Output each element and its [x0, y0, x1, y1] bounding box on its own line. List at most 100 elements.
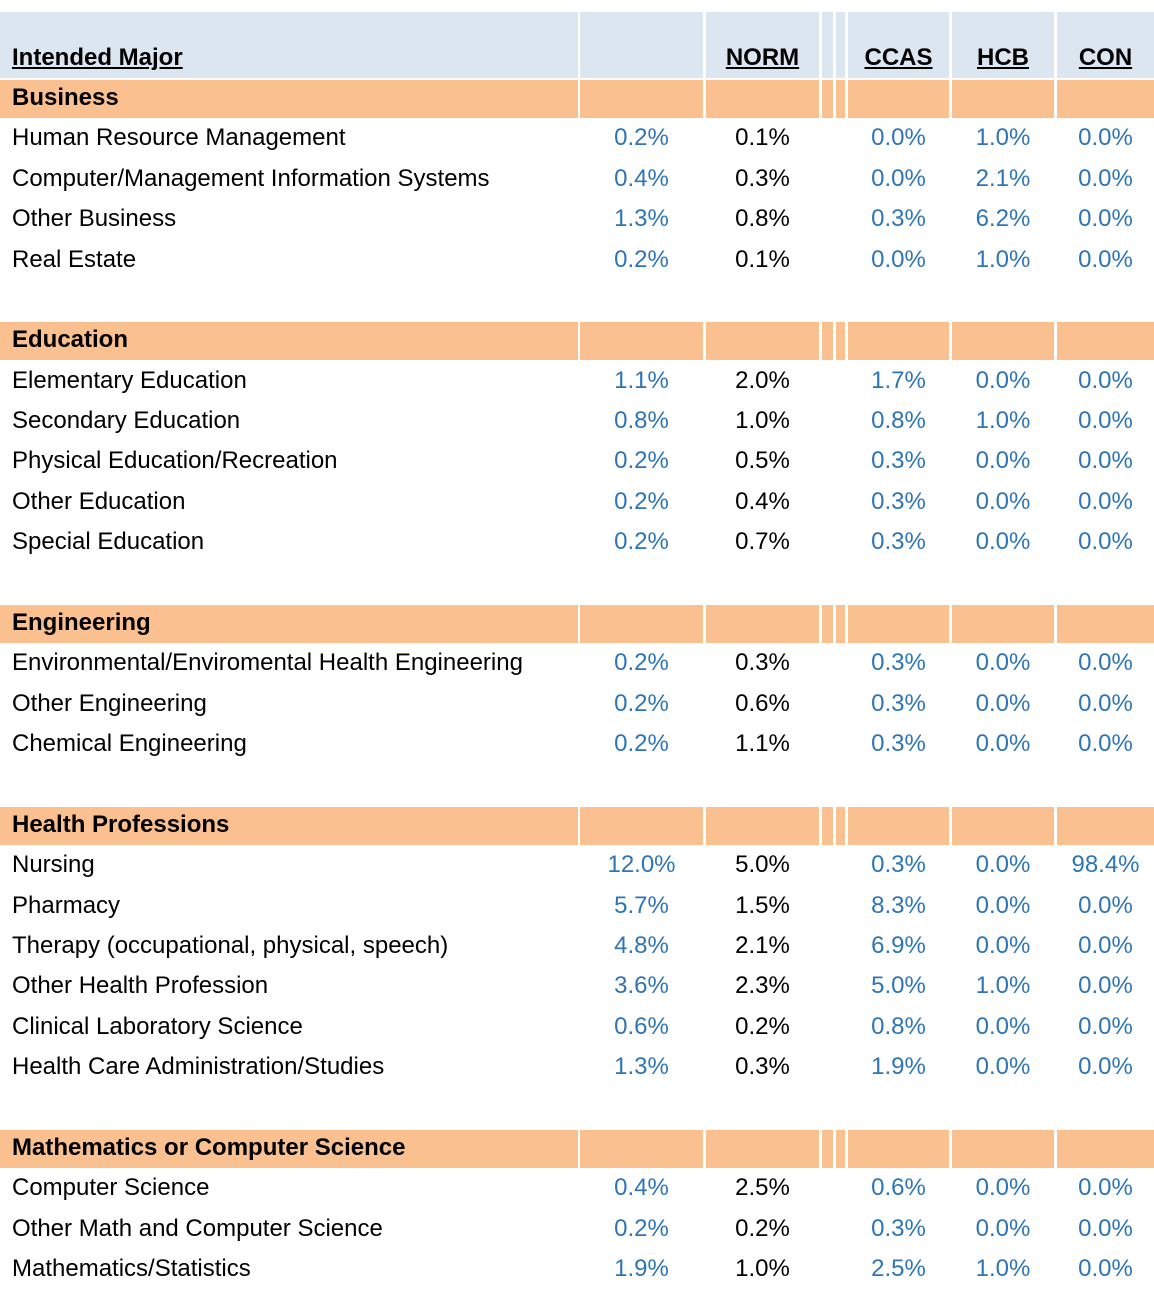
major-label: Real Estate: [12, 245, 137, 273]
value: 0.5%: [735, 447, 790, 475]
value: 0.2%: [614, 528, 669, 556]
value: 0.3%: [871, 447, 926, 475]
value: 0.6%: [614, 1012, 669, 1040]
major-label: Other Engineering: [12, 689, 207, 717]
value: 0.4%: [735, 487, 790, 515]
value: 0.0%: [975, 1012, 1031, 1040]
column-header: NORM: [725, 44, 800, 71]
value: 2.0%: [735, 366, 790, 394]
value: 2.3%: [735, 972, 790, 1000]
value: 0.8%: [871, 407, 926, 435]
value: 0.0%: [1078, 1214, 1133, 1242]
cell-bg: [580, 80, 703, 118]
value: 0.3%: [871, 487, 926, 515]
major-label: Health Care Administration/Studies: [12, 1053, 385, 1081]
major-label: Computer Science: [12, 1174, 210, 1202]
value: 0.0%: [975, 649, 1031, 677]
value: 0.0%: [1078, 205, 1133, 233]
cell-bg: [0, 806, 578, 845]
value: 0.0%: [1078, 891, 1133, 919]
column-header: HCB: [977, 44, 1029, 71]
cell-bg: [0, 604, 578, 643]
cell-bg: [706, 322, 819, 361]
value: 0.0%: [975, 851, 1031, 879]
value: 0.8%: [614, 407, 669, 435]
value: 5.7%: [614, 891, 669, 919]
major-label: Mathematics/Statistics: [12, 1255, 251, 1283]
value: 1.0%: [975, 407, 1031, 435]
value: 0.3%: [871, 649, 926, 677]
value: 0.0%: [871, 164, 926, 192]
cell-bg: [822, 80, 833, 118]
value: 0.0%: [975, 487, 1031, 515]
cell-bg: [706, 12, 819, 78]
value: 0.0%: [975, 931, 1031, 959]
value: 0.7%: [735, 528, 790, 556]
cell-bg: [848, 604, 949, 643]
cell-bg: [822, 322, 833, 361]
value: 0.3%: [735, 1053, 790, 1081]
cell-bg: [0, 12, 578, 78]
cell-bg: [1057, 1129, 1154, 1168]
cell-bg: [836, 322, 845, 361]
cell-bg: [822, 806, 833, 845]
cell-bg: [952, 604, 1054, 643]
major-label: Chemical Engineering: [12, 730, 247, 758]
value: 0.2%: [614, 487, 669, 515]
cell-bg: [1057, 80, 1154, 118]
major-label: Elementary Education: [12, 366, 247, 394]
cell-bg: [706, 80, 819, 118]
value: 0.0%: [1078, 124, 1133, 152]
major-label: Clinical Laboratory Science: [12, 1012, 303, 1040]
value: 0.0%: [975, 891, 1031, 919]
value: 0.6%: [871, 1174, 926, 1202]
value: 0.2%: [614, 124, 669, 152]
value: 0.3%: [735, 164, 790, 192]
value: 0.3%: [871, 730, 926, 758]
value: 0.3%: [871, 528, 926, 556]
cell-bg: [580, 1129, 703, 1168]
value: 0.0%: [1078, 1255, 1133, 1283]
value: 2.5%: [871, 1255, 926, 1283]
major-label: Nursing: [12, 851, 95, 879]
value: 0.0%: [1078, 447, 1133, 475]
cell-bg: [952, 322, 1054, 361]
column-header: CON: [1078, 44, 1133, 71]
value: 0.0%: [1078, 931, 1133, 959]
value: 0.2%: [614, 245, 669, 273]
value: 1.0%: [975, 245, 1031, 273]
cell-bg: [1057, 806, 1154, 845]
cell-bg: [580, 806, 703, 845]
value: 1.0%: [975, 1255, 1031, 1283]
major-label: Other Math and Computer Science: [12, 1214, 383, 1242]
cell-bg: [1057, 12, 1154, 78]
value: 1.3%: [614, 205, 669, 233]
value: 6.9%: [871, 931, 926, 959]
cell-bg: [952, 1129, 1054, 1168]
header-label: Intended Major: [12, 44, 183, 71]
value: 0.0%: [975, 1174, 1031, 1202]
value: 2.5%: [735, 1174, 790, 1202]
major-label: Secondary Education: [12, 407, 241, 435]
value: 0.0%: [1078, 1012, 1133, 1040]
value: 1.5%: [735, 891, 790, 919]
value: 4.8%: [614, 931, 669, 959]
major-label: Environmental/Enviromental Health Engine…: [12, 649, 523, 677]
cell-bg: [822, 604, 833, 643]
value: 0.0%: [1078, 1174, 1133, 1202]
cell-bg: [848, 1129, 949, 1168]
value: 1.0%: [735, 407, 790, 435]
section-title: Business: [12, 84, 119, 111]
value: 0.3%: [871, 1214, 926, 1242]
value: 0.0%: [975, 366, 1031, 394]
value: 1.7%: [871, 366, 926, 394]
value: 0.8%: [735, 205, 790, 233]
value: 8.3%: [871, 891, 926, 919]
value: 0.2%: [614, 649, 669, 677]
cell-bg: [836, 1129, 845, 1168]
value: 5.0%: [871, 972, 926, 1000]
major-label: Human Resource Management: [12, 124, 346, 152]
value: 1.0%: [975, 972, 1031, 1000]
cell-bg: [836, 604, 845, 643]
value: 0.0%: [1078, 1053, 1133, 1081]
